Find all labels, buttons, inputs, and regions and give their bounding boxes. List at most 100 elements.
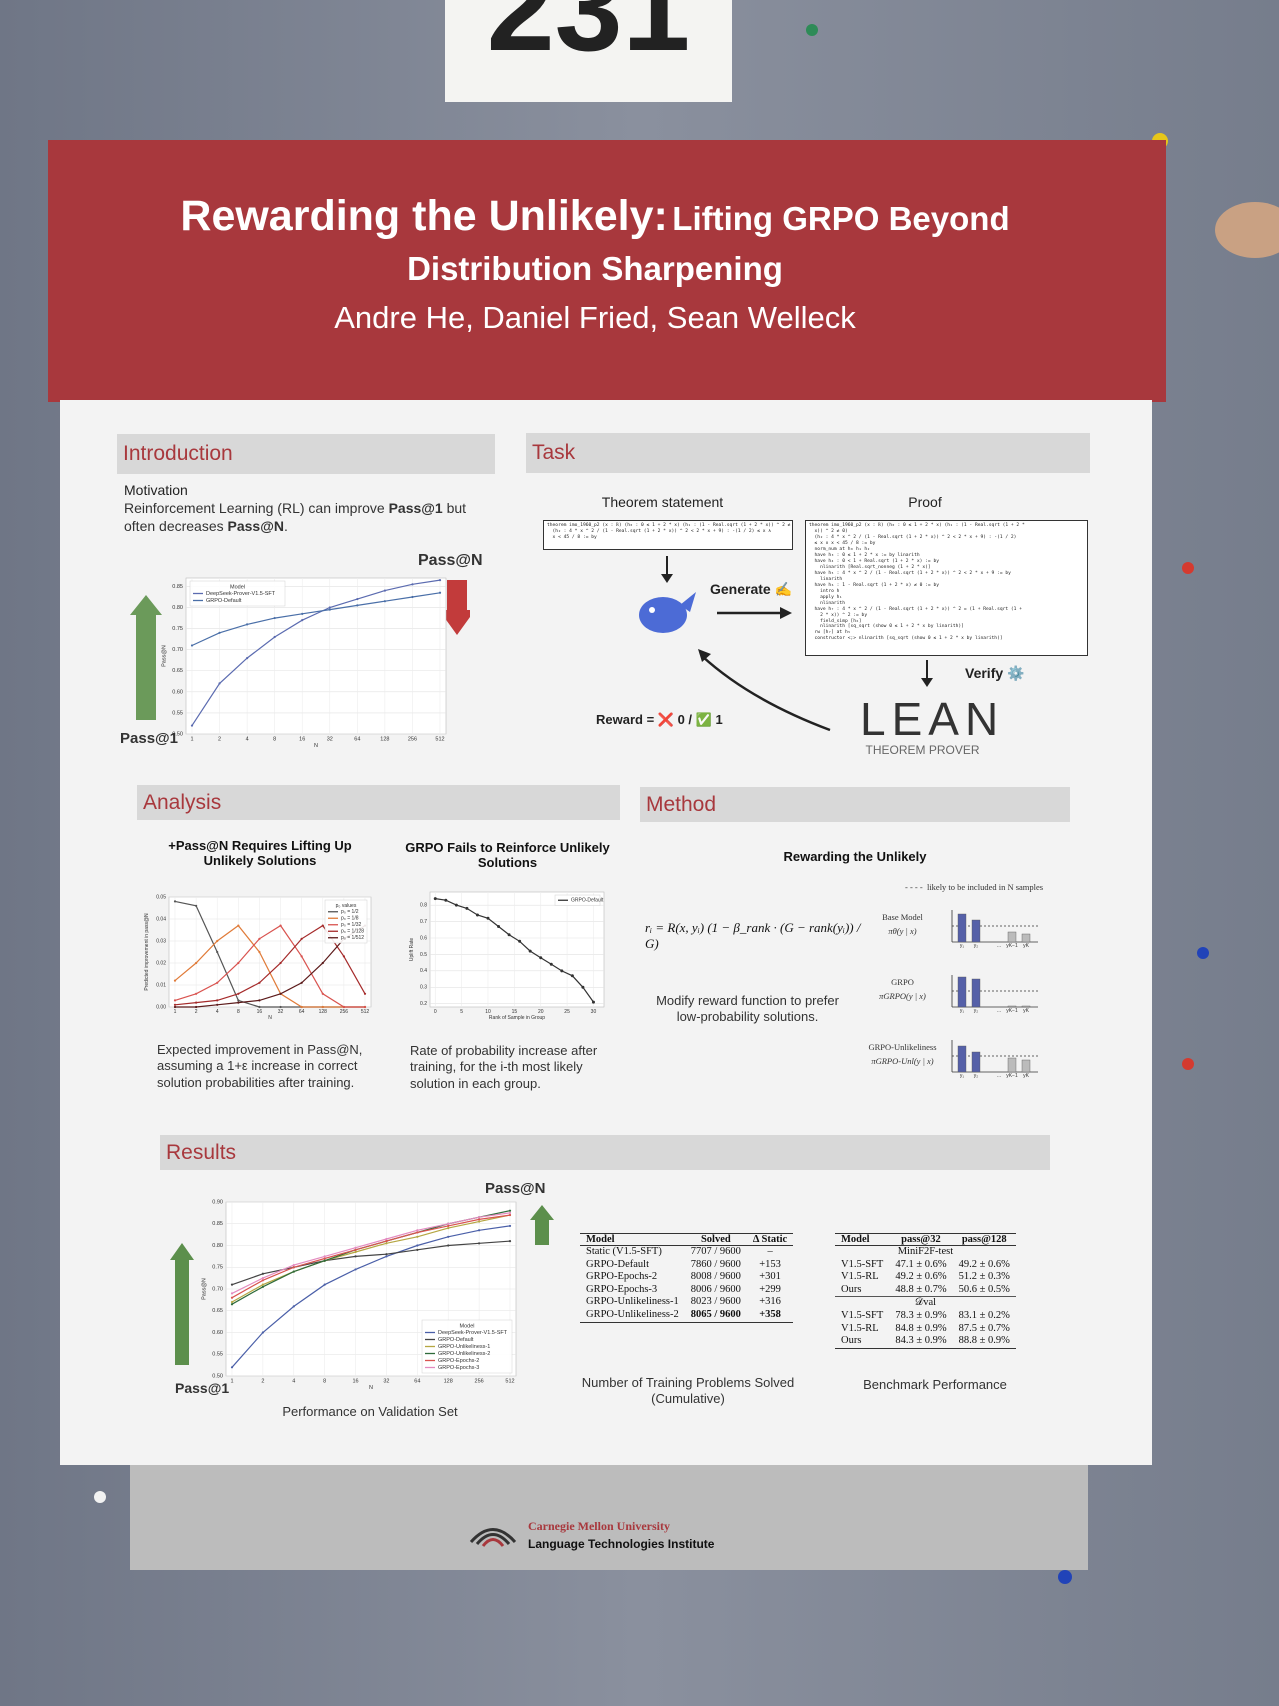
analysis-right-chart: 0.2 0.3 0.4 0.5 0.6 0.7 0.8 0 5 10 15 20 25 30 Rank of… [409, 891, 605, 1021]
data-point [261, 1285, 264, 1288]
results-chart: 0.50 0.55 0.60 0.65 0.70 0.75 0.80 0.85 0.90 1 2 4 8… [202, 1199, 517, 1391]
arrowhead [661, 574, 673, 583]
group-row: 𝒟val [835, 1296, 1016, 1310]
x-tick-label: 4 [246, 737, 249, 743]
text: Reinforcement Learning (RL) can improve [124, 500, 389, 516]
header-cell: pass@32 [889, 1233, 953, 1246]
y-axis-label: Pass@N [202, 1278, 208, 1300]
logo-arc [481, 1538, 505, 1547]
data-point [581, 985, 585, 989]
row: Ours 84.3 ± 0.9% 88.8 ± 0.9% [835, 1335, 1016, 1349]
legend-label: DeepSeek-Prover-V1.5-SFT [438, 1330, 508, 1336]
caption: Performance on Validation Set [282, 1404, 458, 1419]
data-point [261, 1279, 264, 1282]
header-cell: Solved [684, 1233, 747, 1246]
cell: 84.8 ± 0.9% [895, 1322, 947, 1334]
x-tick-label: 16 [257, 1009, 263, 1015]
cell: 84.3 ± 0.9% [889, 1335, 953, 1349]
x-tick-label: 512 [361, 1009, 370, 1015]
bar-label: y₂ [974, 1073, 979, 1078]
data-point [173, 999, 177, 1002]
y-tick-label: 0.90 [212, 1199, 223, 1205]
data-point [433, 897, 437, 901]
legend-note: - - - - likely to be included in N sampl… [905, 882, 1044, 892]
data-point [416, 1248, 419, 1251]
data-point [216, 950, 219, 954]
data-point [300, 981, 303, 984]
poster-footer [130, 1465, 1088, 1570]
illustration-bar [1021, 933, 1031, 943]
y-tick-label: 0.50 [172, 731, 183, 737]
data-point [230, 1366, 234, 1369]
bar-label: yK [1023, 1008, 1030, 1013]
cell: 7860 / 9600 [690, 1258, 741, 1270]
annotation: Pass@N [418, 552, 483, 569]
legend-title: Model [230, 584, 245, 590]
y-axis-label: Uplift Rate [409, 938, 415, 962]
series-line [435, 898, 594, 1003]
panel-bars: y₁ y₂ … yK−1 yK [951, 910, 1038, 948]
bar-label: yK [1023, 943, 1030, 948]
data-point [237, 992, 240, 995]
x-tick-label: 4 [216, 1009, 219, 1015]
bar-label: yK−1 [1006, 1008, 1018, 1013]
legend-label: p₀ = 1/2 [341, 909, 359, 915]
row: GRPO-Epochs-2 8008 / 9600 +301 [580, 1271, 793, 1284]
cell: Ours [835, 1335, 890, 1349]
panel-name: GRPO [891, 977, 914, 987]
header-cell: Model [580, 1233, 685, 1246]
plot-title: +Pass@N Requires Lifting Up Unlikely Sol… [168, 838, 352, 868]
arrowhead [698, 649, 711, 662]
x-tick-label: 4 [292, 1379, 295, 1385]
data-point [323, 1255, 326, 1258]
title: Rewarding the Unlikely: Lifting GRPO Bey… [60, 192, 1130, 241]
theorem-code: theorem imo_1960_p2 (x : ℝ) (h₀ : 0 ≤ 1 … [543, 520, 793, 550]
y-tick-label: 0.03 [156, 938, 166, 944]
data-point [447, 1244, 450, 1247]
panel-name: GRPO-Unlikeliness [868, 1042, 937, 1052]
cell: V1.5-RL [841, 1322, 879, 1334]
table: Model Solved Δ Static Static (V1.5-SFT) 7707… [580, 1233, 794, 1323]
code-line: have h₆ : 1 - Real.sqrt (1 + 2 * x) ≠ 0 … [809, 582, 939, 588]
formula: rᵢ = R(x, yᵢ) (1 − β_rank · (G − rank(yᵢ… [645, 920, 861, 951]
data-point [216, 981, 219, 984]
table: Model pass@32 pass@128 MiniF2F-test V1.5-SFT… [835, 1233, 1016, 1349]
series-line [231, 1214, 511, 1303]
plot-area [429, 891, 605, 1008]
logo-arc [469, 1528, 517, 1544]
data-point [385, 1237, 388, 1241]
y-tick-label: 0.6 [420, 935, 427, 941]
data-point [279, 924, 282, 927]
cell: Static (V1.5-SFT) [586, 1246, 662, 1257]
row: GRPO-Epochs-3 8006 / 9600 +299 [580, 1284, 793, 1297]
cell: 88.8 ± 0.9% [952, 1335, 1016, 1349]
pin [94, 1491, 106, 1503]
data-point [447, 1227, 450, 1230]
data-point [237, 924, 240, 927]
cell: 50.6 ± 0.5% [958, 1283, 1010, 1295]
booth-number: 231 [486, 0, 691, 76]
illustration-bar [971, 1051, 981, 1073]
cell: – [767, 1246, 773, 1257]
cell: +316 [759, 1296, 781, 1308]
x-tick-label: 64 [299, 1009, 305, 1015]
university: Carnegie Mellon University [528, 1519, 670, 1533]
data-point [478, 1216, 481, 1219]
x-tick-label: 64 [414, 1379, 420, 1385]
lean-logo: LEAN [860, 693, 1005, 745]
code-line: rw [h₇] at h₅ [809, 630, 851, 636]
data-point [279, 992, 282, 995]
code-line: theorem imo_1960_p2 (x : ℝ) (h₀ : 0 ≤ 1 … [547, 523, 793, 528]
illustration-bar [957, 976, 967, 1008]
y-tick-label: 0.85 [172, 584, 183, 590]
data-point [508, 1211, 512, 1214]
data-point [508, 1224, 512, 1228]
header-cell: pass@128 [952, 1233, 1016, 1246]
cell: 87.5 ± 0.7% [958, 1322, 1010, 1334]
data-point [216, 939, 219, 943]
panel-bars: y₁ y₂ … yK−1 yK [951, 1040, 1038, 1078]
illustration-bar [1021, 1005, 1031, 1008]
data-point [323, 1259, 326, 1262]
data-point [385, 1255, 388, 1258]
cell: 7707 / 9600 [690, 1246, 741, 1257]
